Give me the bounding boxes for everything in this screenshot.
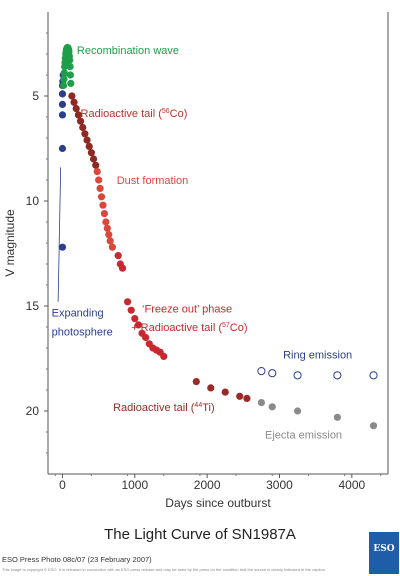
data-point <box>123 298 132 306</box>
chart-annotation: Radioactive tail (56Co) <box>81 108 188 120</box>
data-point <box>236 392 244 400</box>
data-point <box>97 193 106 201</box>
data-point <box>83 136 91 144</box>
data-point <box>60 69 68 77</box>
chart-annotation: photosphere <box>52 326 113 338</box>
data-point <box>131 315 139 323</box>
data-point <box>96 184 104 192</box>
chart-annotation: Recombination wave <box>77 45 179 57</box>
data-point <box>89 155 98 163</box>
x-tick-label: 2000 <box>194 478 221 492</box>
data-point <box>369 371 378 380</box>
data-point <box>257 367 266 376</box>
data-point <box>106 237 114 245</box>
chart-annotation: Ring emission <box>283 350 352 362</box>
data-point <box>127 306 135 314</box>
chart-annotation: Radioactive tail (44Ti) <box>113 402 215 414</box>
data-point <box>105 231 113 239</box>
data-point <box>58 144 67 153</box>
y-tick-label: 10 <box>26 194 40 208</box>
data-point <box>333 413 341 421</box>
data-point <box>102 218 110 226</box>
data-point <box>67 79 75 87</box>
y-axis-label: V magnitude <box>3 209 17 277</box>
data-point <box>70 98 78 106</box>
chart-annotation: + Radioactive tail (57Co) <box>131 322 247 334</box>
x-tick-label: 0 <box>59 478 66 492</box>
data-point <box>93 168 101 176</box>
data-point <box>79 123 87 132</box>
data-point <box>66 63 74 71</box>
data-point <box>243 394 251 402</box>
data-point <box>87 149 96 157</box>
chart-annotation: Expanding <box>52 308 104 320</box>
data-point <box>114 252 122 260</box>
data-point <box>134 321 143 329</box>
data-point <box>76 117 85 125</box>
data-point <box>58 90 67 98</box>
data-point <box>293 371 302 380</box>
data-point <box>333 371 342 380</box>
data-point <box>68 92 76 100</box>
data-point <box>268 369 277 378</box>
data-point <box>293 407 302 415</box>
photosphere-leader-line <box>57 167 62 302</box>
data-point <box>58 111 67 119</box>
data-point <box>58 243 67 251</box>
data-point <box>103 224 111 232</box>
data-point <box>92 161 100 169</box>
data-point <box>221 388 229 396</box>
y-tick-label: 15 <box>26 299 40 313</box>
eso-logo: ESO <box>369 532 399 574</box>
data-point <box>72 105 80 113</box>
copyright-fineprint: This image is copyright © ESO. It is rel… <box>2 567 327 572</box>
data-point <box>66 56 74 64</box>
data-point <box>257 399 266 407</box>
x-tick-label: 1000 <box>121 478 148 492</box>
data-point <box>192 378 200 386</box>
data-point <box>81 130 89 138</box>
data-point <box>207 384 215 392</box>
data-point <box>108 243 116 251</box>
chart-annotation: Dust formation <box>117 175 189 187</box>
data-point <box>160 352 168 360</box>
data-point <box>369 422 378 430</box>
light-curve-chart: 0 1000 2000 3000 4000 5 10 15 20 Days since outbu… <box>3 12 389 510</box>
x-tick-label: 3000 <box>266 478 293 492</box>
y-tick-label: 5 <box>32 89 39 103</box>
x-tick-label: 4000 <box>338 478 365 492</box>
data-point <box>74 111 82 119</box>
chart-annotation: ‘Freeze out’ phase <box>142 303 232 315</box>
chart-annotation: Ejecta emission <box>265 429 342 441</box>
data-point <box>95 176 103 184</box>
data-point <box>268 403 276 411</box>
data-point <box>142 333 150 342</box>
eso-logo-text: ESO <box>373 544 395 554</box>
data-point <box>60 75 68 83</box>
data-point <box>99 201 107 209</box>
data-point <box>66 71 75 79</box>
x-axis-label: Days since outburst <box>165 496 271 510</box>
data-point <box>118 264 127 272</box>
data-point <box>85 142 93 150</box>
photo-credit: ESO Press Photo 08c/07 (23 February 2007… <box>2 555 152 564</box>
y-tick-label: 20 <box>26 404 40 418</box>
data-point <box>58 100 67 108</box>
chart-title: The Light Curve of SN1987A <box>104 526 296 543</box>
data-point <box>100 210 109 218</box>
data-point <box>59 81 68 90</box>
